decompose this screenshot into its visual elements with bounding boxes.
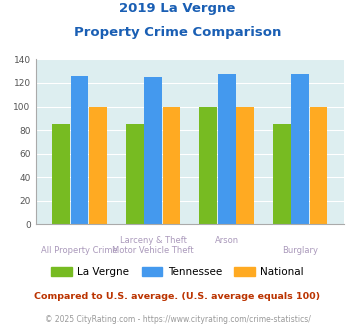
Text: Property Crime Comparison: Property Crime Comparison [74, 26, 281, 39]
Bar [291, 74, 309, 224]
Bar [273, 124, 291, 224]
Bar [163, 107, 180, 224]
Bar [53, 124, 70, 224]
Text: 2019 La Vergne: 2019 La Vergne [119, 2, 236, 15]
Text: © 2025 CityRating.com - https://www.cityrating.com/crime-statistics/: © 2025 CityRating.com - https://www.city… [45, 315, 310, 324]
Legend: La Vergne, Tennessee, National: La Vergne, Tennessee, National [47, 263, 308, 281]
Text: Larceny & Theft: Larceny & Theft [120, 236, 187, 245]
Bar [200, 107, 217, 224]
Bar [71, 76, 88, 224]
Bar [126, 124, 143, 224]
Bar [144, 77, 162, 224]
Bar [218, 74, 235, 224]
Bar [89, 107, 107, 224]
Text: Compared to U.S. average. (U.S. average equals 100): Compared to U.S. average. (U.S. average … [34, 292, 321, 301]
Bar [310, 107, 327, 224]
Text: Burglary: Burglary [282, 246, 318, 255]
Text: Motor Vehicle Theft: Motor Vehicle Theft [112, 246, 194, 255]
Bar [236, 107, 254, 224]
Text: Arson: Arson [215, 236, 239, 245]
Text: All Property Crime: All Property Crime [41, 246, 118, 255]
